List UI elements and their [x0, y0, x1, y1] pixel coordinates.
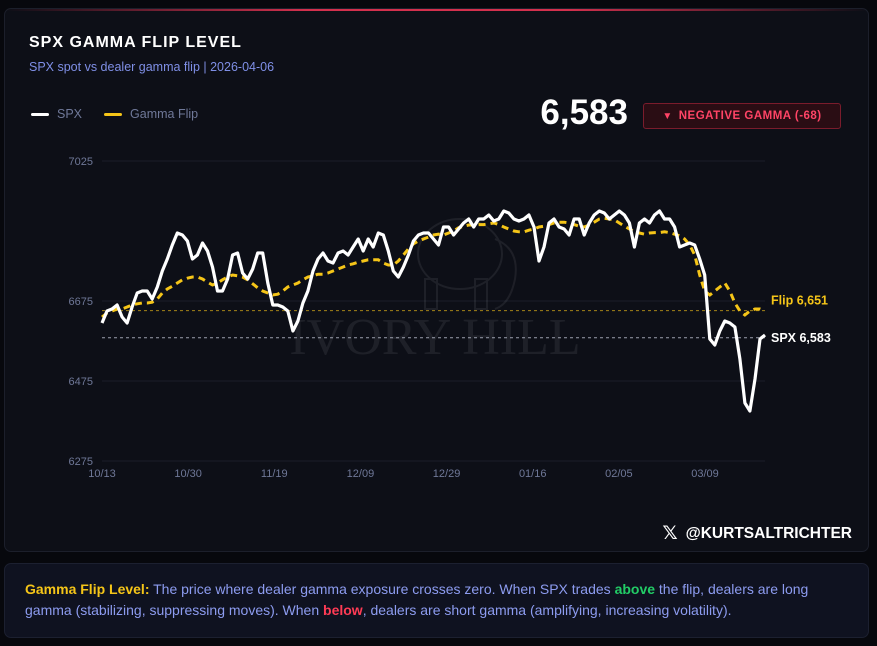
- x-tick-label: 12/29: [433, 468, 461, 480]
- footnote-box: Gamma Flip Level: The price where dealer…: [4, 563, 869, 638]
- y-tick-label: 6475: [69, 376, 93, 388]
- y-tick-label: 6275: [69, 456, 93, 468]
- x-tick-label: 12/09: [347, 468, 375, 480]
- footnote-above: above: [614, 581, 656, 597]
- gamma-status-badge: ▼ NEGATIVE GAMMA (-68): [643, 103, 841, 129]
- legend-label-flip: Gamma Flip: [130, 107, 199, 121]
- spx-level-label: SPX 6,583: [771, 331, 831, 345]
- flip-level-label: Flip 6,651: [771, 294, 828, 308]
- x-tick-label: 11/19: [261, 468, 288, 480]
- x-tick-label: 10/30: [174, 468, 202, 480]
- spx-series-line: [100, 209, 766, 413]
- author-handle[interactable]: 𝕏 @KURTSALTRICHTER: [662, 522, 852, 545]
- x-axis: 10/13 10/30 11/19 12/09 12/29 01/16 02/05 03/09: [88, 468, 719, 480]
- legend: SPX Gamma Flip: [31, 107, 198, 121]
- elephant-logo-icon: [417, 218, 517, 310]
- chart-card: SPX GAMMA FLIP LEVEL SPX spot vs dealer …: [4, 8, 869, 552]
- legend-swatch-flip: [104, 112, 123, 116]
- chart-grid: [102, 160, 765, 462]
- chart-title: SPX GAMMA FLIP LEVEL: [29, 34, 242, 51]
- legend-item-flip[interactable]: Gamma Flip: [104, 107, 198, 121]
- gamma-flip-series-line: [101, 216, 766, 319]
- x-tick-label: 03/09: [691, 468, 719, 480]
- chart-subtitle: SPX spot vs dealer gamma flip | 2026-04-…: [29, 60, 275, 74]
- x-tick-label: 10/13: [88, 468, 116, 480]
- x-tick-label: 02/05: [605, 468, 633, 480]
- y-tick-label: 7025: [69, 156, 93, 168]
- y-axis: 7025 6675 6475 6275: [69, 156, 93, 468]
- triangle-down-icon: ▼: [662, 110, 673, 122]
- footnote-part1: The price where dealer gamma exposure cr…: [149, 581, 615, 597]
- x-logo-icon: 𝕏: [662, 523, 678, 544]
- spx-price: 6,583: [540, 93, 628, 132]
- legend-swatch-spx: [31, 112, 49, 116]
- legend-label-spx: SPX: [57, 107, 83, 121]
- footnote-below: below: [323, 602, 363, 618]
- x-tick-label: 01/16: [519, 468, 547, 480]
- y-tick-label: 6675: [69, 296, 93, 308]
- footnote-part3: , dealers are short gamma (amplifying, i…: [362, 602, 732, 618]
- legend-item-spx[interactable]: SPX: [31, 107, 82, 121]
- gamma-status-text: NEGATIVE GAMMA (-68): [678, 110, 822, 122]
- footnote-part2: the flip, dealers are long gamma (stabil…: [25, 581, 809, 618]
- footnote-lead: Gamma Flip Level:: [25, 581, 150, 597]
- handle-text: @KURTSALTRICHTER: [685, 524, 852, 542]
- reference-lines: [102, 310, 765, 339]
